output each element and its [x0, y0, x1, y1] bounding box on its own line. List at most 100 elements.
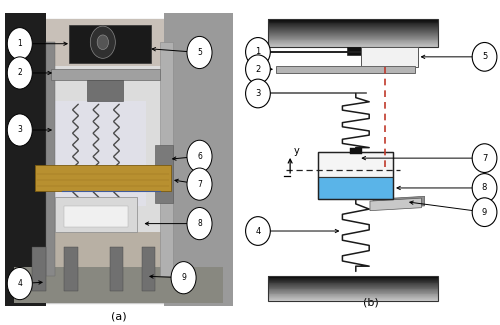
Bar [268, 22, 438, 23]
Bar [268, 23, 438, 24]
Bar [268, 42, 438, 43]
Bar [318, 177, 393, 199]
Bar [361, 47, 418, 67]
Polygon shape [370, 198, 422, 211]
Bar [268, 277, 438, 278]
Circle shape [8, 267, 32, 300]
Bar [268, 31, 438, 32]
Text: 9: 9 [482, 208, 487, 217]
Text: 5: 5 [197, 48, 202, 57]
Bar [268, 280, 438, 281]
Bar [5, 13, 46, 305]
Text: 2: 2 [18, 69, 22, 77]
Bar [268, 294, 438, 295]
Text: 4: 4 [18, 279, 22, 288]
Bar [64, 206, 128, 227]
Circle shape [8, 57, 32, 89]
Bar [268, 30, 438, 31]
Text: 3: 3 [18, 125, 22, 135]
Bar [64, 247, 78, 291]
Bar [350, 148, 362, 154]
Bar [268, 37, 438, 38]
Bar [268, 285, 438, 286]
Bar [268, 41, 438, 42]
Text: 3: 3 [256, 89, 260, 98]
Bar [87, 80, 124, 101]
Text: 1: 1 [256, 47, 260, 57]
Text: 5: 5 [482, 52, 487, 61]
Bar [34, 165, 171, 191]
Bar [268, 291, 438, 292]
Bar [268, 19, 438, 47]
Bar [268, 299, 438, 300]
Bar [155, 145, 174, 203]
Circle shape [90, 26, 116, 58]
Bar [268, 25, 438, 26]
Circle shape [187, 168, 212, 200]
Bar [268, 286, 438, 287]
Bar [268, 282, 438, 283]
Bar [268, 35, 438, 36]
Bar [268, 295, 438, 296]
Bar [268, 283, 438, 284]
Bar [55, 101, 146, 206]
Bar [142, 247, 155, 291]
Bar [268, 276, 438, 277]
Bar [50, 69, 160, 80]
Text: 7: 7 [197, 180, 202, 188]
Bar [68, 25, 150, 63]
Bar [268, 290, 438, 291]
Circle shape [472, 43, 497, 71]
Bar [268, 281, 438, 282]
Bar [268, 32, 438, 33]
Bar [268, 298, 438, 299]
Circle shape [187, 36, 212, 69]
Bar [318, 152, 393, 199]
Bar [32, 247, 46, 291]
Bar [268, 288, 438, 289]
Bar [46, 19, 164, 66]
Bar [348, 47, 364, 56]
Bar [268, 39, 438, 40]
Circle shape [246, 55, 270, 84]
Bar [268, 300, 438, 301]
Text: 1: 1 [18, 39, 22, 48]
Circle shape [8, 114, 32, 146]
Bar [318, 152, 393, 177]
Text: y: y [293, 147, 299, 156]
Bar [268, 40, 438, 41]
Circle shape [187, 207, 212, 240]
Text: 8: 8 [197, 219, 202, 228]
Text: (a): (a) [111, 311, 126, 321]
Bar [46, 22, 164, 232]
Text: 4: 4 [256, 227, 260, 236]
Text: 7: 7 [482, 154, 487, 162]
Text: 6: 6 [197, 152, 202, 161]
Text: 8: 8 [482, 183, 487, 192]
Bar [268, 296, 438, 297]
Bar [268, 27, 438, 28]
Bar [268, 284, 438, 285]
Bar [268, 26, 438, 27]
Bar [268, 29, 438, 30]
Bar [268, 28, 438, 29]
Bar [160, 42, 173, 276]
Text: 9: 9 [181, 273, 186, 282]
Bar [268, 43, 438, 44]
Circle shape [171, 262, 196, 294]
Bar [268, 38, 438, 39]
Bar [164, 13, 232, 305]
Bar [268, 289, 438, 290]
Circle shape [472, 174, 497, 202]
Bar [268, 45, 438, 46]
Circle shape [472, 144, 497, 173]
Bar [268, 279, 438, 280]
Circle shape [472, 198, 497, 227]
Bar [268, 276, 438, 301]
Circle shape [8, 28, 32, 60]
Circle shape [246, 217, 270, 245]
Bar [110, 247, 124, 291]
Bar [268, 20, 438, 21]
Bar [268, 278, 438, 279]
Bar [268, 44, 438, 45]
